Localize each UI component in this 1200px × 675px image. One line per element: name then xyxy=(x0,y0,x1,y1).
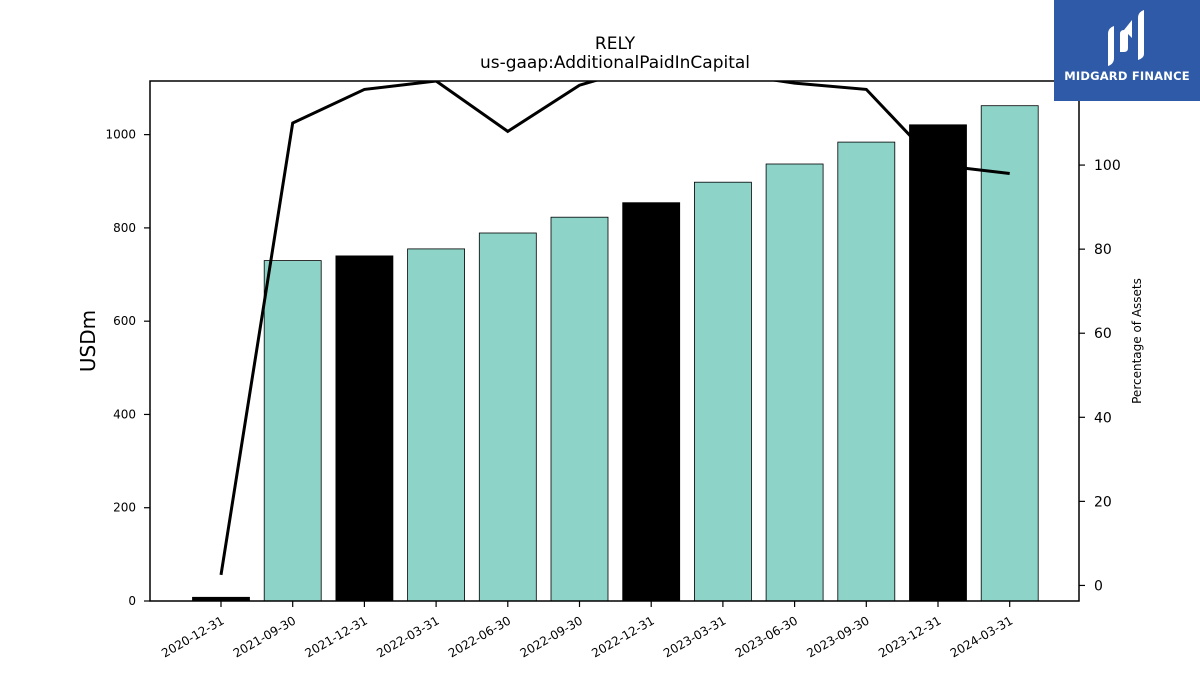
right-tick-label: 80 xyxy=(1094,242,1112,258)
bar xyxy=(694,181,752,602)
x-tick-label: 2023-03-31 xyxy=(661,613,728,660)
bar xyxy=(550,216,609,602)
right-tick-label: 60 xyxy=(1094,326,1112,342)
bar xyxy=(622,202,681,602)
right-axis: 0 20 40 60 80 100 xyxy=(1079,158,1121,594)
bar-group xyxy=(192,105,1039,602)
left-tick-label: 200 xyxy=(113,501,136,515)
midgard-finance-logo: MIDGARD FINANCE xyxy=(1054,0,1200,101)
right-tick-label: 40 xyxy=(1094,410,1112,426)
x-tick-label: 2022-09-30 xyxy=(518,613,585,660)
chart-title: RELY xyxy=(595,34,636,54)
x-tick-label: 2020-12-31 xyxy=(159,613,226,660)
bar xyxy=(478,232,537,602)
bar xyxy=(837,141,896,602)
logo-text: MIDGARD FINANCE xyxy=(1064,69,1190,83)
y-axis-label-right: Percentage of Assets xyxy=(1130,278,1144,404)
bar xyxy=(765,163,824,602)
left-axis: 0 200 400 600 800 1000 xyxy=(105,128,150,608)
bar xyxy=(909,124,967,602)
left-tick-label: 800 xyxy=(113,221,136,235)
series-line xyxy=(219,81,1010,576)
plot-frame xyxy=(149,80,1080,602)
left-tick-label: 1000 xyxy=(105,128,136,142)
logo-mark-icon xyxy=(1108,10,1144,66)
right-tick-label: 20 xyxy=(1094,494,1112,510)
bar xyxy=(980,105,1039,602)
x-tick-label: 2021-09-30 xyxy=(231,613,298,660)
left-tick-label: 600 xyxy=(113,314,136,328)
x-tick-label: 2024-03-31 xyxy=(948,613,1015,660)
chart-subtitle: us-gaap:AdditionalPaidInCapital xyxy=(480,53,750,73)
x-tick-label: 2023-12-31 xyxy=(876,613,943,660)
x-tick-label: 2023-09-30 xyxy=(804,613,871,660)
right-tick-label: 0 xyxy=(1094,578,1103,594)
line-group xyxy=(219,81,1010,576)
right-tick-label: 100 xyxy=(1094,158,1121,174)
x-tick-label: 2022-12-31 xyxy=(589,613,656,660)
x-axis: 2020-12-31 2021-09-30 2021-12-31 2022-03-31… xyxy=(159,601,1015,660)
y-axis-label-left: USDm xyxy=(76,310,100,372)
bar xyxy=(263,260,322,602)
x-tick-label: 2023-06-30 xyxy=(733,613,800,660)
left-tick-label: 400 xyxy=(113,407,136,421)
bar xyxy=(407,248,466,602)
left-tick-label: 0 xyxy=(128,594,136,608)
x-tick-label: 2021-12-31 xyxy=(302,613,369,660)
x-tick-label: 2022-06-30 xyxy=(446,613,513,660)
bar xyxy=(335,255,394,602)
x-tick-label: 2022-03-31 xyxy=(374,613,441,660)
